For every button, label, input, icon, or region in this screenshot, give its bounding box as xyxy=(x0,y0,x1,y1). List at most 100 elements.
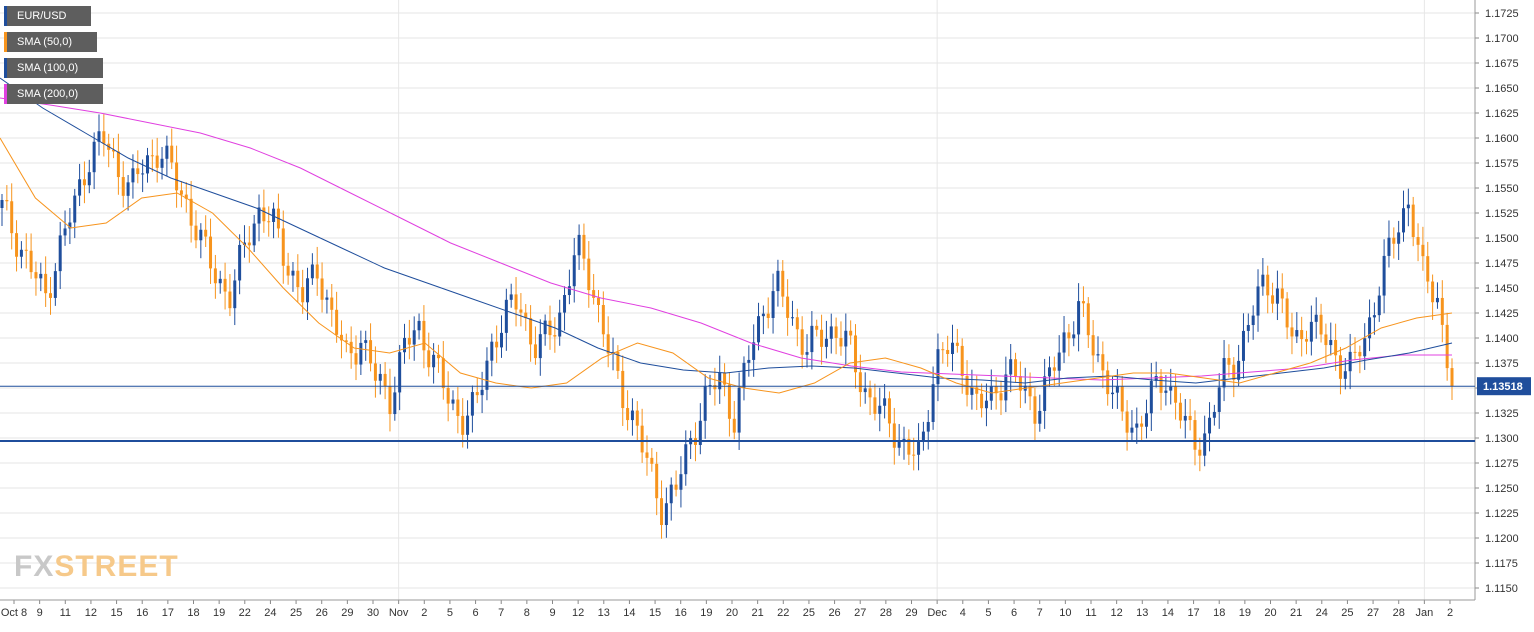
candle-body xyxy=(475,392,479,396)
candle-body xyxy=(965,376,969,395)
candle-body xyxy=(790,317,794,319)
y-tick-label: 1.1550 xyxy=(1485,183,1519,195)
x-tick-label: 28 xyxy=(880,607,892,619)
candle-body xyxy=(1261,274,1265,287)
x-tick-label: 28 xyxy=(1393,607,1405,619)
candle-body xyxy=(1125,411,1129,433)
candle-body xyxy=(776,270,780,292)
candle-body xyxy=(1227,358,1231,365)
x-tick-label: 26 xyxy=(828,607,840,619)
legend-item-sma100[interactable]: SMA (100,0) xyxy=(4,58,103,78)
y-tick-label: 1.1275 xyxy=(1485,458,1519,470)
candle-body xyxy=(233,280,237,309)
x-tick-label: 5 xyxy=(985,607,991,619)
candle-body xyxy=(1416,237,1420,245)
candle-body xyxy=(461,415,465,435)
x-tick-label: 17 xyxy=(162,607,174,619)
candle-body xyxy=(97,131,101,142)
candle-body xyxy=(204,229,208,237)
x-tick-label: 30 xyxy=(367,607,379,619)
candle-body xyxy=(0,200,4,208)
x-tick-label: 15 xyxy=(110,607,122,619)
legend-item-sma200[interactable]: SMA (200,0) xyxy=(4,84,103,104)
candle-body xyxy=(795,317,799,330)
candle-body xyxy=(727,384,731,419)
candle-body xyxy=(936,349,940,385)
candle-body xyxy=(1174,386,1178,403)
y-tick-label: 1.1725 xyxy=(1485,8,1519,20)
legend-item-eurusd[interactable]: EUR/USD xyxy=(4,6,91,26)
candle-body xyxy=(1305,339,1309,342)
candle-body xyxy=(1203,433,1207,456)
candle-body xyxy=(883,398,887,406)
candle-body xyxy=(742,362,746,388)
candle-body xyxy=(698,420,702,445)
candle-body xyxy=(1198,449,1202,456)
candle-body xyxy=(679,474,683,490)
sma200-line xyxy=(0,97,1452,381)
candle-body xyxy=(926,421,930,432)
x-tick-label: 12 xyxy=(85,607,97,619)
candle-body xyxy=(917,440,921,455)
x-tick-label: 4 xyxy=(960,607,966,619)
candle-body xyxy=(466,415,470,435)
candle-body xyxy=(752,342,756,360)
candle-body xyxy=(747,359,751,363)
candle-body xyxy=(170,145,174,163)
candle-body xyxy=(863,388,867,393)
fxstreet-logo: FXSTREET xyxy=(14,550,179,584)
candle-body xyxy=(19,249,23,257)
candle-body xyxy=(291,270,295,276)
candle-body xyxy=(121,177,125,196)
candle-body xyxy=(761,313,765,317)
candle-body xyxy=(577,234,581,256)
candle-body xyxy=(849,330,853,336)
x-tick-label: 25 xyxy=(1341,607,1353,619)
candle-body xyxy=(1280,288,1284,299)
x-tick-label: 29 xyxy=(905,607,917,619)
candle-body xyxy=(223,278,227,292)
candle-body xyxy=(92,141,96,173)
legend-item-sma50[interactable]: SMA (50,0) xyxy=(4,32,97,52)
candle-body xyxy=(1275,288,1279,304)
candle-body xyxy=(1140,423,1144,427)
x-tick-label: 14 xyxy=(623,607,635,619)
candle-body xyxy=(1149,380,1153,414)
candle-body xyxy=(34,272,38,279)
candle-body xyxy=(1421,244,1425,257)
y-tick-label: 1.1475 xyxy=(1485,258,1519,270)
candle-body xyxy=(373,363,377,381)
candle-body xyxy=(824,338,828,347)
candle-body xyxy=(543,320,547,335)
candle-body xyxy=(53,271,57,298)
candle-body xyxy=(669,484,673,504)
x-tick-label: 22 xyxy=(777,607,789,619)
candle-body xyxy=(344,340,348,342)
candle-body xyxy=(1101,354,1105,371)
candle-body xyxy=(1130,427,1134,433)
x-tick-label: 7 xyxy=(1037,607,1043,619)
candle-body xyxy=(1314,314,1318,322)
x-tick-label: 20 xyxy=(1264,607,1276,619)
candle-body xyxy=(1397,232,1401,244)
candle-body xyxy=(650,457,654,464)
y-tick-label: 1.1325 xyxy=(1485,408,1519,420)
candle-body xyxy=(892,423,896,448)
candle-body xyxy=(630,410,634,421)
candle-body xyxy=(388,386,392,415)
candle-body xyxy=(723,372,727,385)
x-tick-label: 12 xyxy=(572,607,584,619)
candle-body xyxy=(335,309,339,335)
candle-body xyxy=(267,221,271,223)
x-tick-label: 9 xyxy=(37,607,43,619)
candle-body xyxy=(15,233,19,257)
candle-body xyxy=(912,454,916,456)
candle-body xyxy=(567,286,571,296)
candle-body xyxy=(781,270,785,297)
y-tick-label: 1.1525 xyxy=(1485,208,1519,220)
candle-body xyxy=(116,151,120,178)
x-tick-label: 22 xyxy=(239,607,251,619)
candle-body xyxy=(786,296,790,318)
candle-body xyxy=(296,270,300,288)
